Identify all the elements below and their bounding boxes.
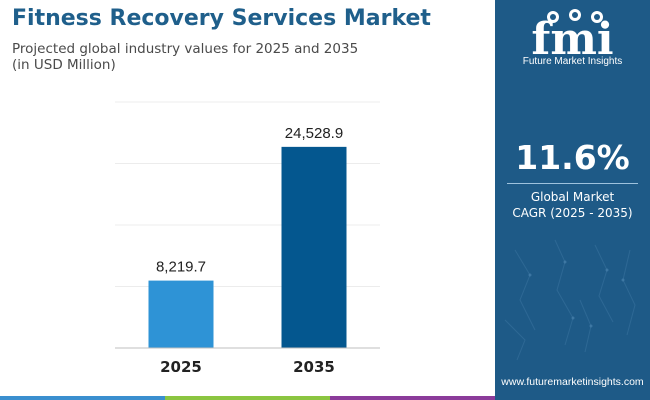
side-panel: fmi Future Market Insights 11.6% Global … bbox=[495, 0, 650, 400]
subtitle-line-1: Projected global industry values for 202… bbox=[12, 41, 359, 57]
bar-2035 bbox=[281, 146, 347, 348]
strip-segment bbox=[0, 396, 165, 400]
cagr-label: Global Market CAGR (2025 - 2035) bbox=[495, 189, 650, 221]
cagr-label-line-2: CAGR (2025 - 2035) bbox=[512, 206, 633, 220]
tick-label-2025: 2025 bbox=[160, 358, 202, 376]
cagr-value: 11.6% bbox=[515, 138, 630, 177]
bar-2025 bbox=[148, 280, 214, 348]
chart-subtitle: Projected global industry values for 202… bbox=[12, 41, 412, 73]
chart-title: Fitness Recovery Services Market bbox=[12, 6, 431, 31]
strip-segment bbox=[495, 396, 650, 400]
divider bbox=[507, 183, 638, 184]
logo-letters: fmi bbox=[531, 14, 613, 65]
bars bbox=[148, 146, 347, 348]
value-label-2035: 24,528.9 bbox=[285, 125, 343, 142]
category-ticks: 2025 2035 bbox=[160, 358, 335, 376]
cagr-label-line-1: Global Market bbox=[530, 190, 615, 204]
strip-segment bbox=[330, 396, 495, 400]
logo-wordmark: Future Market Insights bbox=[522, 56, 623, 67]
value-labels: 8,219.7 24,528.9 bbox=[156, 125, 343, 276]
bar-chart: 8,219.7 24,528.9 2025 2035 bbox=[115, 101, 380, 376]
value-label-2025: 8,219.7 bbox=[156, 259, 206, 276]
fmi-logo: fmi bbox=[531, 9, 614, 65]
decorative-lines bbox=[504, 239, 636, 361]
website-link[interactable]: www.futuremarketinsights.com bbox=[501, 376, 644, 388]
subtitle-line-2: (in USD Million) bbox=[12, 57, 116, 73]
tick-label-2035: 2035 bbox=[293, 358, 335, 376]
strip-segment bbox=[165, 396, 330, 400]
